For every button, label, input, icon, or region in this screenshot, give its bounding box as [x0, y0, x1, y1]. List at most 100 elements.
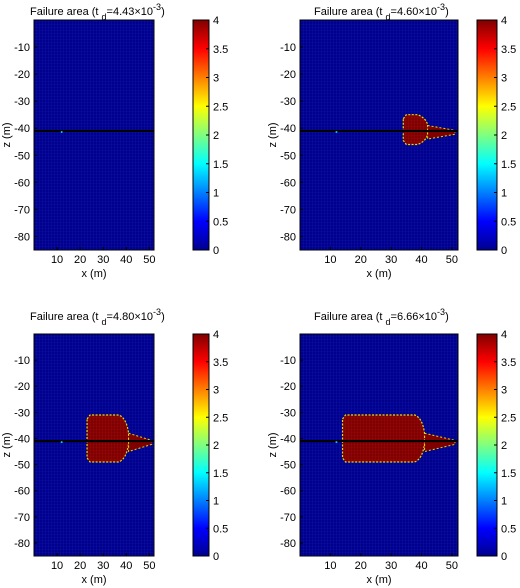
y-tick-label: -30: [14, 96, 30, 108]
colorbar-tick-label: 0: [501, 245, 507, 257]
y-tick-label: -70: [14, 512, 30, 524]
colorbar-tick-label: 1.5: [213, 468, 228, 480]
chart-title: Failure area (t d=4.60×10-3): [314, 2, 449, 22]
y-axis-label: z (m): [267, 122, 279, 147]
colorbar-tick-label: 1.5: [501, 468, 516, 480]
y-tick-label: -10: [280, 355, 296, 367]
colorbar-tick-label: 1.5: [213, 159, 228, 171]
colorbar-tick-label: 2: [213, 440, 219, 452]
failure-tail-edge: [128, 432, 153, 453]
colorbar-tick-label: 2.5: [501, 412, 516, 424]
x-axis-label: x (m): [81, 574, 106, 586]
colorbar-tick-label: 4: [501, 329, 507, 341]
y-tick-label: -40: [14, 433, 30, 445]
title-exponent: -3: [153, 2, 161, 12]
x-tick-label: 40: [415, 254, 427, 266]
x-tick-label: 10: [324, 560, 336, 572]
x-tick-label: 10: [51, 560, 63, 572]
x-tick-label: 50: [143, 560, 155, 572]
y-tick-label: -60: [14, 177, 30, 189]
y-tick-label: -70: [280, 512, 296, 524]
colorbar-tick-label: 3: [213, 385, 219, 397]
colorbar-tick-label: 2: [501, 440, 507, 452]
monitor-point: [60, 130, 63, 133]
chart-panel-2: Failure area (t d=4.60×10-3)10 20 30 40 50-1…: [267, 2, 516, 280]
y-tick-label: -80: [280, 538, 296, 550]
failure-tail-zone: [424, 433, 455, 452]
failure-zone-grid: [342, 414, 425, 462]
monitor-point: [335, 441, 338, 444]
x-tick-label: 50: [446, 560, 458, 572]
axes-frame: [299, 333, 459, 557]
colorbar-tick-label: 2: [213, 130, 219, 142]
y-tick-label: -50: [14, 460, 30, 472]
colorbar-tick-label: 1: [501, 188, 507, 200]
y-tick-label: -60: [280, 486, 296, 498]
y-tick-label: -30: [14, 407, 30, 419]
y-axis-label: z (m): [267, 432, 279, 457]
y-tick-label: -20: [14, 381, 30, 393]
y-tick-label: -10: [14, 355, 30, 367]
x-tick-label: 30: [385, 560, 397, 572]
colorbar-tick-label: 0.5: [213, 216, 228, 228]
y-tick-label: -40: [14, 123, 30, 135]
x-tick-label: 30: [97, 254, 109, 266]
colorbar-tick-label: 0.5: [501, 216, 516, 228]
y-tick-label: -20: [280, 381, 296, 393]
colorbar-tick-label: 2.5: [213, 412, 228, 424]
x-tick-label: 30: [385, 254, 397, 266]
y-tick-label: -50: [280, 460, 296, 472]
y-tick-label: -10: [280, 42, 296, 54]
x-tick-label: 40: [120, 560, 132, 572]
axes-frame: [33, 19, 155, 251]
y-tick-label: -40: [280, 123, 296, 135]
x-tick-label: 20: [74, 560, 86, 572]
x-tick-label: 20: [355, 560, 367, 572]
colorbar-tick-label: 0.5: [213, 523, 228, 535]
y-axis-label: z (m): [1, 122, 13, 147]
colorbar-tick-label: 3: [501, 73, 507, 85]
axes-frame: [299, 19, 459, 251]
y-axis-label: z (m): [1, 432, 13, 457]
title-prefix: Failure area (t: [314, 6, 386, 18]
colorbar-tick-label: 3.5: [213, 357, 228, 369]
colorbar-tick-label: 0: [213, 245, 219, 257]
failure-zone-grid: [87, 414, 129, 462]
title-suffix: ): [445, 311, 449, 323]
colorbar-tick-label: 4: [213, 329, 219, 341]
y-tick-label: -20: [280, 69, 296, 81]
title-prefix: Failure area (t: [30, 6, 102, 18]
title-subscript: d: [386, 317, 391, 327]
colorbar-tick-label: 1: [213, 496, 219, 508]
x-axis-label: x (m): [366, 268, 391, 280]
chart-title: Failure area (t d=4.43×10-3): [30, 2, 165, 22]
colorbar: 0 0.5 1 1.5 2 2.5 3 3.5 4: [192, 15, 228, 257]
colorbar: 0 0.5 1 1.5 2 2.5 3 3.5 4: [476, 329, 516, 563]
colorbar-tick-label: 3.5: [501, 44, 516, 56]
failure-zone-edge: [402, 114, 429, 146]
x-tick-label: 40: [120, 254, 132, 266]
y-tick-label: -60: [14, 486, 30, 498]
x-axis-label: x (m): [81, 268, 106, 280]
x-tick-label: 20: [355, 254, 367, 266]
title-exponent: -3: [153, 307, 161, 317]
colorbar-tick-label: 2.5: [501, 101, 516, 113]
colorbar-tick-label: 0.5: [501, 523, 516, 535]
colorbar-tick-label: 1.5: [501, 159, 516, 171]
title-subscript: d: [386, 12, 391, 22]
failure-tail-zone: [427, 125, 455, 140]
colorbar: 0 0.5 1 1.5 2 2.5 3 3.5 4: [476, 15, 516, 257]
title-suffix: ): [161, 311, 165, 323]
failure-zone-grid: [403, 114, 428, 145]
x-tick-label: 20: [74, 254, 86, 266]
chart-title: Failure area (t d=4.80×10-3): [30, 307, 165, 327]
y-tick-label: -50: [14, 150, 30, 162]
title-subscript: d: [102, 317, 107, 327]
monitor-point: [60, 441, 63, 444]
x-tick-label: 40: [415, 560, 427, 572]
x-tick-label: 30: [97, 560, 109, 572]
x-axis-label: x (m): [366, 574, 391, 586]
title-exponent: -3: [437, 2, 445, 12]
title-prefix: Failure area (t: [30, 311, 102, 323]
